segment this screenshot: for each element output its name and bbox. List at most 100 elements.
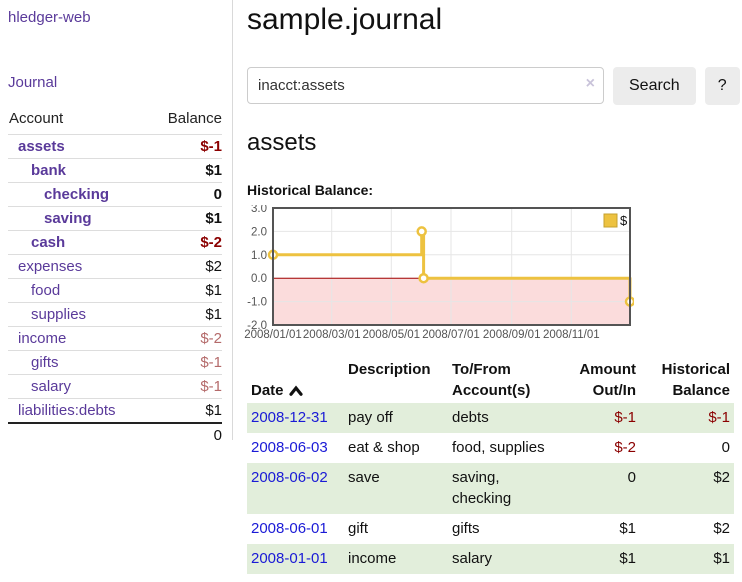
transaction-date-link[interactable]: 2008-12-31 (251, 409, 328, 426)
account-link[interactable]: cash (31, 234, 66, 251)
account-row: liabilities:debts $1 (8, 398, 222, 424)
accounts-total-value: 0 (149, 422, 222, 447)
account-balance: $-2 (200, 330, 222, 347)
transaction-description: pay off (348, 409, 393, 426)
help-button[interactable]: ? (704, 67, 740, 105)
transaction-accounts: gifts (452, 520, 480, 537)
column-header-date[interactable]: Date (247, 357, 344, 403)
transaction-balance: $2 (713, 520, 730, 537)
brand-link[interactable]: hledger-web (8, 9, 91, 26)
search-form: × Search ? (247, 67, 740, 105)
account-row: saving $1 (8, 206, 222, 231)
svg-text:1.0: 1.0 (251, 250, 267, 262)
account-row: food $1 (8, 278, 222, 303)
svg-text:-2.0: -2.0 (247, 320, 267, 332)
search-button[interactable]: Search (613, 67, 696, 105)
main-content: sample.journal × Search ? assets Histori… (233, 0, 742, 574)
transaction-accounts: debts (452, 409, 489, 426)
accounts-header-account: Account (9, 110, 64, 127)
clear-search-icon[interactable]: × (585, 75, 595, 92)
transaction-date-link[interactable]: 2008-01-01 (251, 549, 328, 567)
accounts-total-spacer (8, 422, 150, 447)
transaction-date-link[interactable]: 2008-06-03 (251, 438, 328, 456)
accounts-table: Account Balance assets $-1 bank $1 checking 0… (8, 108, 222, 447)
account-balance: $1 (205, 282, 222, 299)
historical-balance-chart[interactable]: $3.0 2.0 1.0 0.0 -1.0 -2.0 2008/01/01 2008/03/0… (243, 205, 740, 341)
svg-text:-1.0: -1.0 (247, 297, 267, 309)
transaction-row: 2008-12-31 pay off debts $-1 $-1 (247, 403, 734, 433)
account-balance: $-2 (200, 234, 222, 251)
transaction-balance: $2 (713, 468, 730, 486)
account-balance: $1 (205, 210, 222, 227)
chart-title: Historical Balance: (247, 182, 374, 198)
transaction-description: save (348, 468, 380, 486)
transaction-accounts: food, supplies (452, 438, 545, 456)
account-row: salary $-1 (8, 374, 222, 399)
account-balance: $1 (205, 306, 222, 323)
transaction-accounts: saving, checking (452, 468, 512, 508)
account-link[interactable]: liabilities:debts (18, 402, 116, 419)
search-input[interactable] (247, 67, 604, 104)
account-link[interactable]: assets (18, 138, 65, 155)
svg-text:0.0: 0.0 (251, 273, 267, 285)
transaction-date-link[interactable]: 2008-06-01 (251, 520, 328, 537)
transaction-row: 2008-06-01 gift gifts $1 $2 (247, 514, 734, 544)
account-row: supplies $1 (8, 302, 222, 327)
accounts-header-row: Account Balance (8, 108, 222, 135)
transaction-balance: 0 (721, 438, 730, 456)
account-balance: $-1 (200, 354, 222, 371)
column-header-date-label: Date (251, 382, 284, 399)
account-link[interactable]: food (31, 282, 61, 299)
svg-text:$: $ (620, 213, 628, 228)
account-balance: 0 (213, 186, 222, 203)
sidebar: hledger-web Journal Account Balance asse… (0, 0, 233, 447)
accounts-total-row: 0 (8, 422, 222, 447)
account-link[interactable]: checking (44, 186, 110, 203)
svg-text:3.0: 3.0 (251, 205, 267, 215)
transaction-accounts: salary (452, 549, 493, 567)
transaction-description: gift (348, 520, 369, 537)
transaction-date-link[interactable]: 2008-06-02 (251, 468, 328, 486)
register-table: Date Description To/From Account(s) Amou… (247, 357, 734, 574)
transaction-balance: $1 (713, 549, 730, 567)
column-header-amount: Amount Out/In (579, 361, 636, 399)
account-balance: $1 (205, 402, 222, 419)
account-link[interactable]: gifts (31, 354, 59, 371)
account-row: expenses $2 (8, 254, 222, 279)
account-balance: $1 (205, 162, 222, 179)
column-header-balance: Historical Balance (661, 361, 730, 399)
transaction-amount: $-1 (614, 409, 636, 426)
transaction-amount: $1 (619, 520, 636, 537)
account-row: gifts $-1 (8, 350, 222, 375)
column-header-description: Description (348, 361, 431, 378)
transaction-amount: 0 (627, 468, 636, 486)
accounts-header-balance: Balance (167, 110, 222, 127)
register-header-row: Date Description To/From Account(s) Amou… (247, 357, 734, 403)
column-header-accounts: To/From Account(s) (452, 361, 531, 399)
transaction-description: income (348, 549, 397, 567)
svg-text:2008/07/01: 2008/07/01 (422, 329, 480, 341)
account-balance: $-1 (200, 378, 222, 395)
account-balance: $-1 (200, 138, 222, 155)
transaction-description: eat & shop (348, 438, 420, 456)
svg-text:2008/09/01: 2008/09/01 (483, 329, 541, 341)
account-link[interactable]: supplies (31, 306, 87, 323)
search-box: × (247, 67, 604, 105)
transaction-row: 2008-06-03 eat & shop food, supplies $-2 0 (247, 433, 734, 463)
account-link[interactable]: bank (31, 162, 67, 179)
account-row: income $-2 (8, 326, 222, 351)
page-title: sample.journal (247, 3, 443, 36)
account-row: checking 0 (8, 182, 222, 207)
account-row: assets $-1 (8, 134, 222, 159)
sidebar-item-journal[interactable]: Journal (8, 74, 58, 91)
transaction-row: 2008-01-01 income salary $1 $1 (247, 543, 734, 574)
svg-text:2008/05/01: 2008/05/01 (363, 329, 421, 341)
svg-text:2008/03/01: 2008/03/01 (303, 329, 361, 341)
svg-text:2008/11/01: 2008/11/01 (543, 329, 600, 341)
account-link[interactable]: income (18, 330, 67, 347)
account-link[interactable]: expenses (18, 258, 83, 275)
account-link[interactable]: salary (31, 378, 72, 395)
svg-text:2.0: 2.0 (251, 226, 267, 238)
account-link[interactable]: saving (44, 210, 92, 227)
